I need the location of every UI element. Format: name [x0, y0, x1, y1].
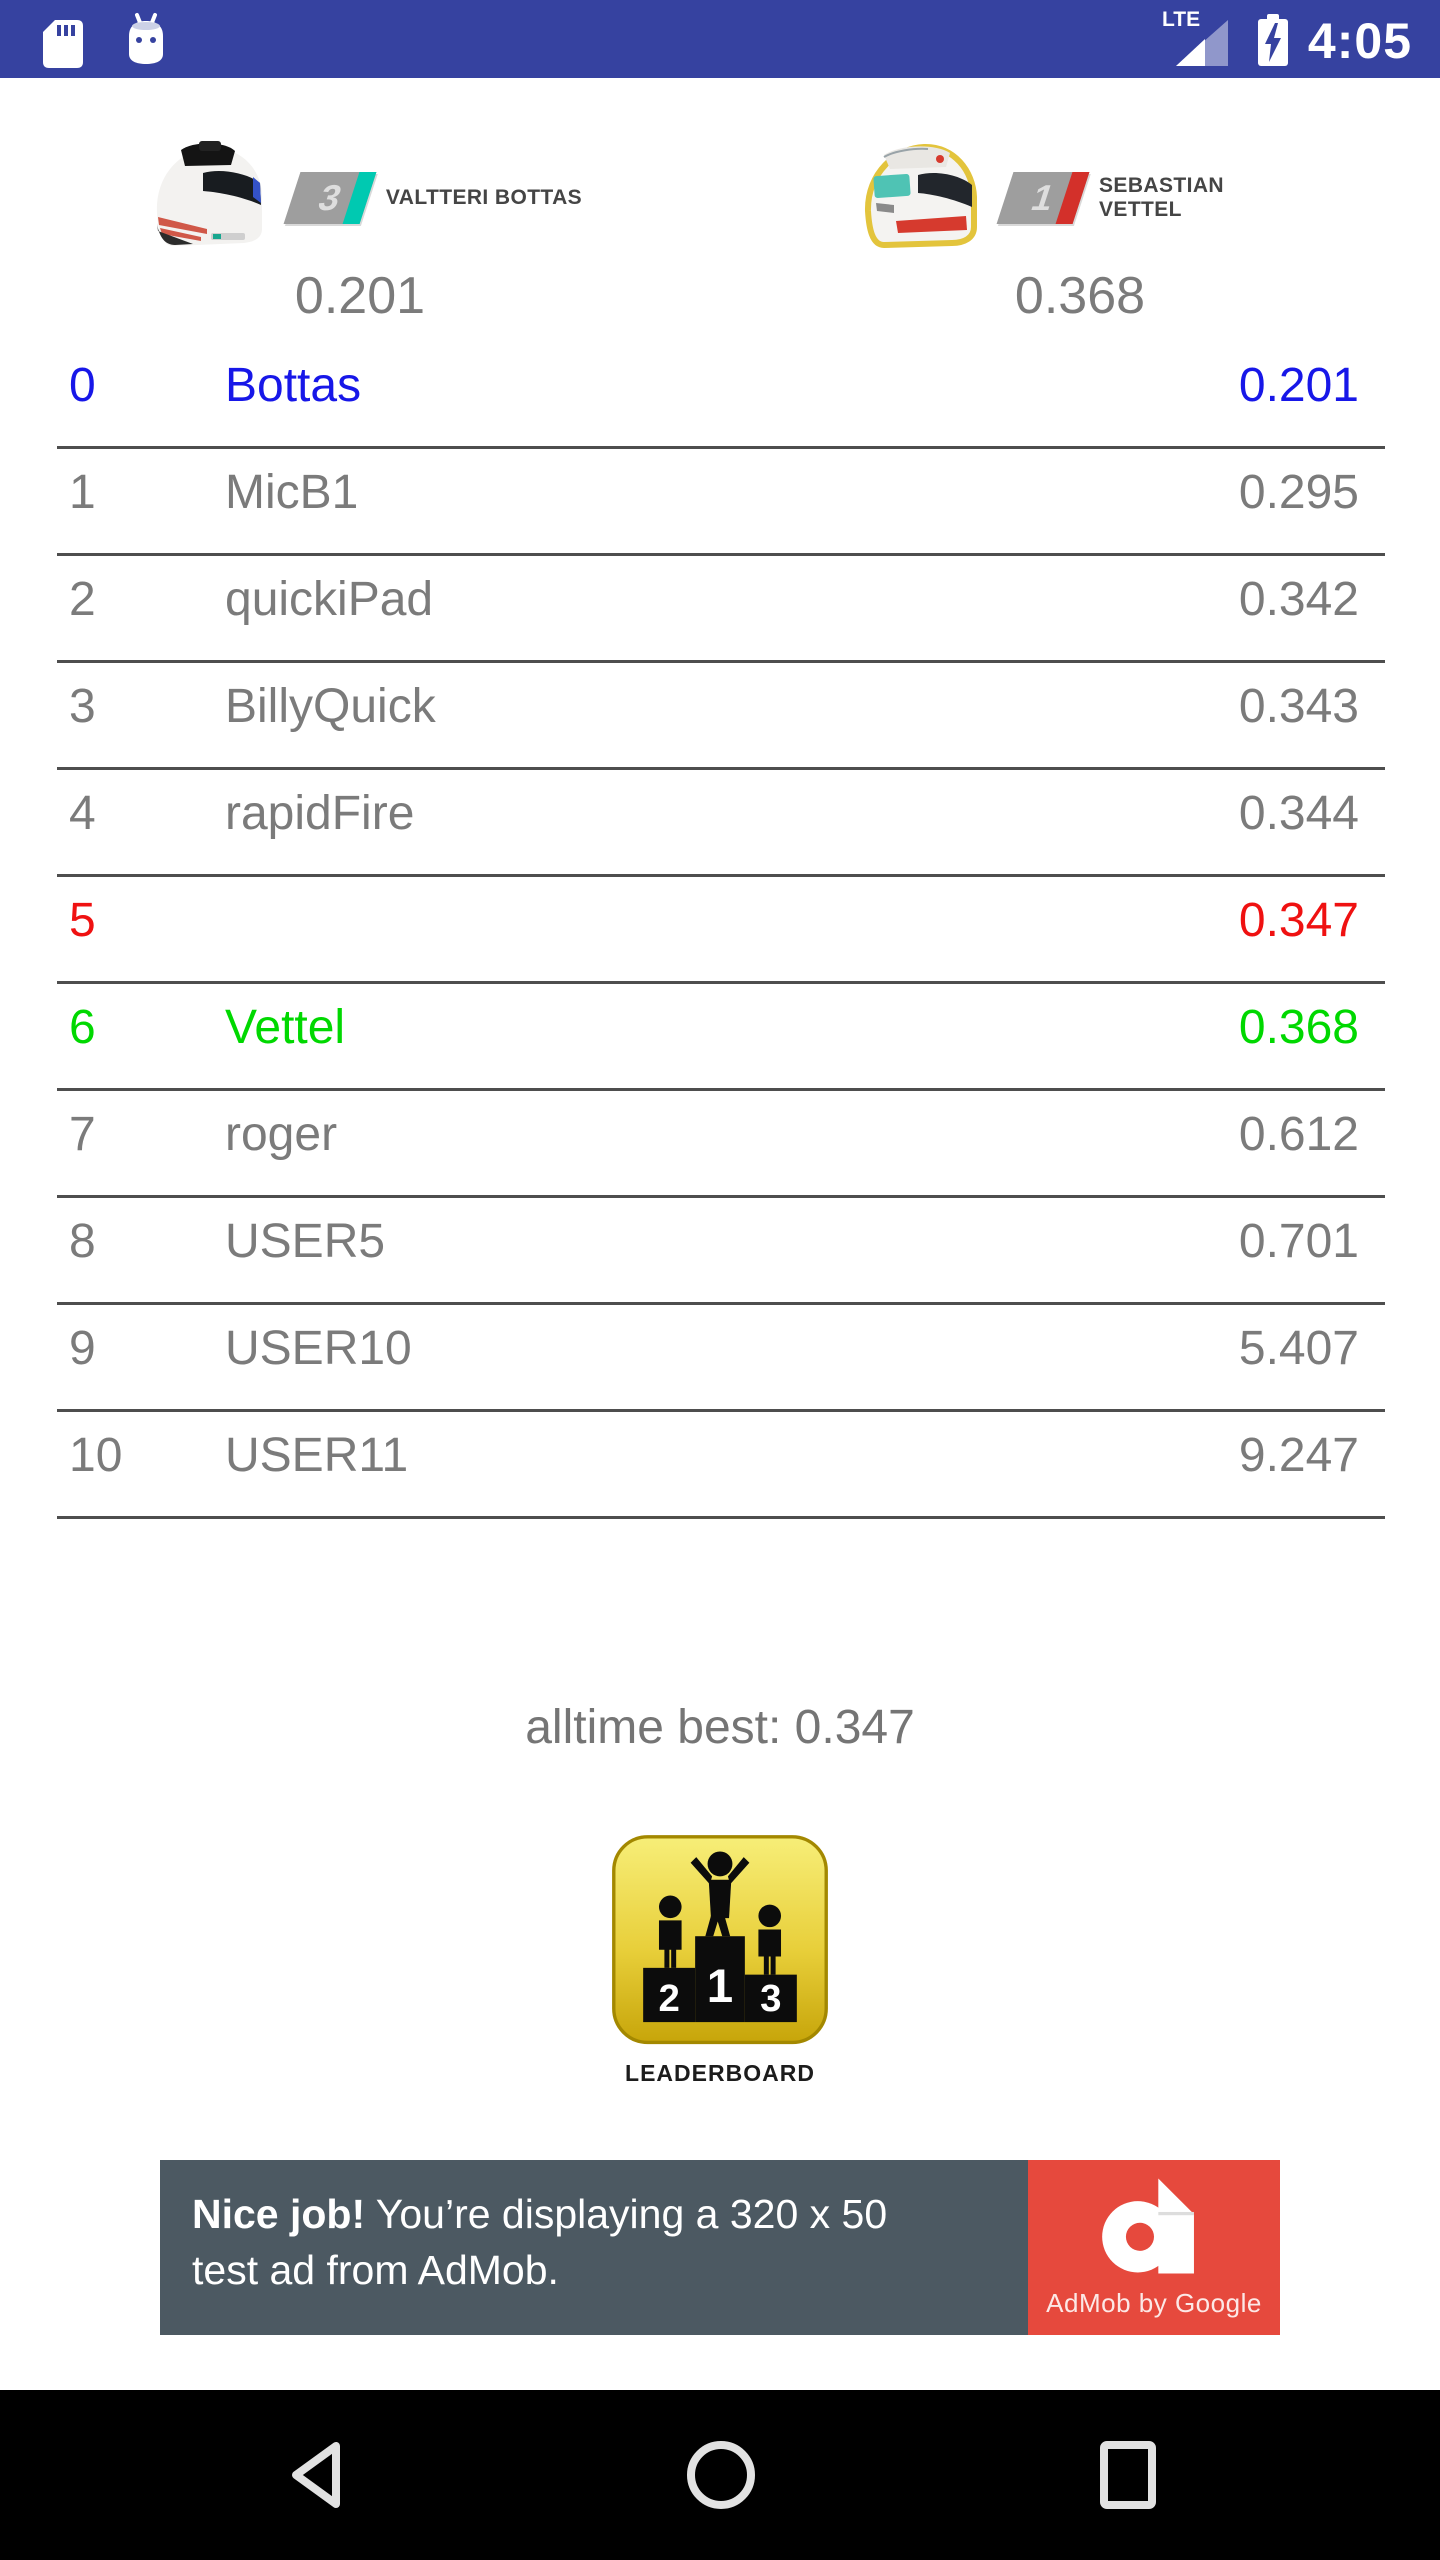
- row-rank: 0: [69, 359, 96, 412]
- table-row: 2 quickiPad 0.342: [57, 556, 1385, 663]
- android-navigation-bar: [0, 2390, 1440, 2560]
- driver-number: 1: [1026, 177, 1060, 218]
- table-row: 6 Vettel 0.368: [57, 984, 1385, 1091]
- table-row: 1 MicB1 0.295: [57, 449, 1385, 556]
- row-rank: 1: [69, 466, 96, 519]
- vettel-helmet-icon: [864, 143, 977, 249]
- back-button[interactable]: [279, 2439, 351, 2511]
- recents-button[interactable]: [1092, 2439, 1164, 2511]
- admob-brand-label: AdMob by Google: [1046, 2288, 1262, 2318]
- table-row: 0 Bottas 0.201: [57, 342, 1385, 449]
- driver-column-vettel: 1 SEBASTIAN VETTEL 0.368: [720, 132, 1440, 326]
- driver-name-label: VALTTERI BOTTAS: [385, 186, 583, 209]
- ad-line-2: test ad from AdMob.: [192, 2247, 559, 2293]
- leaderboard-button[interactable]: 2 1 3 LEADERBOARD: [0, 1830, 1440, 2087]
- leaderboard-caption[interactable]: LEADERBOARD: [625, 2060, 815, 2086]
- home-circle-icon: [687, 2441, 755, 2509]
- row-rank: 2: [69, 573, 96, 626]
- row-player-name: Bottas: [225, 359, 362, 412]
- row-time-value: 0.201: [1238, 359, 1359, 412]
- admob-test-ad-banner[interactable]: Nice job! You’re displaying a 320 x 50 t…: [160, 2160, 1280, 2335]
- ad-message[interactable]: Nice job! You’re displaying a 320 x 50 t…: [160, 2160, 1028, 2335]
- row-time-value: 9.247: [1238, 1429, 1359, 1482]
- table-row: 10 USER11 9.247: [57, 1412, 1385, 1519]
- driver-header: 3 VALTTERI BOTTAS 0.201 1 SEBASTIA: [0, 132, 1440, 326]
- row-player-name: USER5: [225, 1215, 386, 1268]
- table-row: 4 rapidFire 0.344: [57, 770, 1385, 877]
- table-row: 8 USER5 0.701: [57, 1198, 1385, 1305]
- ad-line-1: Nice job! You’re displaying a 320 x 50: [192, 2186, 1028, 2242]
- ad-headline-rest: You’re displaying a 320 x 50: [365, 2191, 888, 2237]
- driver-column-bottas: 3 VALTTERI BOTTAS 0.201: [0, 132, 720, 326]
- alltime-best-label: alltime best: 0.347: [525, 1701, 915, 1754]
- row-time-value: 0.344: [1238, 787, 1359, 840]
- row-rank: 5: [69, 894, 96, 947]
- row-time-value: 0.295: [1238, 466, 1359, 519]
- row-time-value: 0.612: [1238, 1108, 1359, 1161]
- row-time-value: 0.347: [1238, 894, 1359, 947]
- row-player-name: BillyQuick: [225, 680, 436, 733]
- row-time-value: 0.701: [1238, 1215, 1359, 1268]
- driver-score-bottas: 0.201: [294, 267, 426, 325]
- row-time-value: 0.368: [1238, 1001, 1359, 1054]
- signal-strength-icon: [1176, 20, 1228, 66]
- driver-number-badge-vettel: 1: [996, 172, 1090, 224]
- clock-time: 4:05: [1307, 13, 1412, 69]
- row-time-value: 0.343: [1238, 680, 1359, 733]
- driver-row-vettel: 1 SEBASTIAN VETTEL: [851, 132, 1309, 264]
- row-rank: 8: [69, 1215, 96, 1268]
- status-bar: LTE 4:05: [0, 0, 1440, 78]
- android-robot-icon: [129, 13, 163, 64]
- row-player-name: USER11: [225, 1429, 409, 1482]
- home-button[interactable]: [685, 2439, 757, 2511]
- row-player-name: rapidFire: [225, 787, 415, 840]
- driver-number-badge-bottas: 3: [283, 172, 377, 224]
- driver-row-bottas: 3 VALTTERI BOTTAS: [138, 132, 582, 264]
- row-rank: 7: [69, 1108, 96, 1161]
- row-player-name: USER10: [225, 1322, 412, 1375]
- bottas-helmet-icon: [156, 141, 262, 246]
- row-rank: 4: [69, 787, 96, 840]
- driver-name-label: SEBASTIAN VETTEL: [1099, 174, 1224, 221]
- row-rank: 9: [69, 1322, 96, 1375]
- row-rank: 10: [69, 1429, 123, 1482]
- table-row: 9 USER10 5.407: [57, 1305, 1385, 1412]
- row-player-name: Vettel: [225, 1001, 346, 1054]
- podium-number-2: 2: [658, 1977, 679, 2020]
- reaction-time-table: 0 Bottas 0.201 1 MicB1 0.295 2 quickiPad…: [57, 342, 1385, 1519]
- row-rank: 6: [69, 1001, 96, 1054]
- network-type-label: LTE: [1162, 8, 1201, 31]
- badge-accent-stripe: [342, 172, 377, 224]
- row-player-name: roger: [225, 1108, 338, 1161]
- table-row: 3 BillyQuick 0.343: [57, 663, 1385, 770]
- driver-score-vettel: 0.368: [1014, 267, 1146, 325]
- sd-card-icon: [43, 20, 83, 68]
- admob-logo-icon: [1102, 2178, 1194, 2274]
- badge-accent-stripe: [1055, 172, 1090, 224]
- row-time-value: 5.407: [1238, 1322, 1359, 1375]
- row-player-name: MicB1: [225, 466, 359, 519]
- admob-brand-panel[interactable]: AdMob by Google: [1028, 2160, 1280, 2335]
- leaderboard-podium-icon[interactable]: 2 1 3: [605, 1830, 835, 2056]
- table-row: 5 0.347: [57, 877, 1385, 984]
- back-triangle-icon: [292, 2442, 340, 2508]
- row-time-value: 0.342: [1238, 573, 1359, 626]
- table-row: 7 roger 0.612: [57, 1091, 1385, 1198]
- row-player-name: quickiPad: [225, 573, 434, 626]
- driver-number: 3: [313, 177, 347, 218]
- ad-headline-bold: Nice job!: [192, 2191, 366, 2237]
- podium-number-1: 1: [707, 1960, 733, 2013]
- battery-charging-icon: [1258, 14, 1288, 66]
- podium-number-3: 3: [760, 1977, 781, 2020]
- recents-square-icon: [1100, 2441, 1156, 2509]
- row-rank: 3: [69, 680, 96, 733]
